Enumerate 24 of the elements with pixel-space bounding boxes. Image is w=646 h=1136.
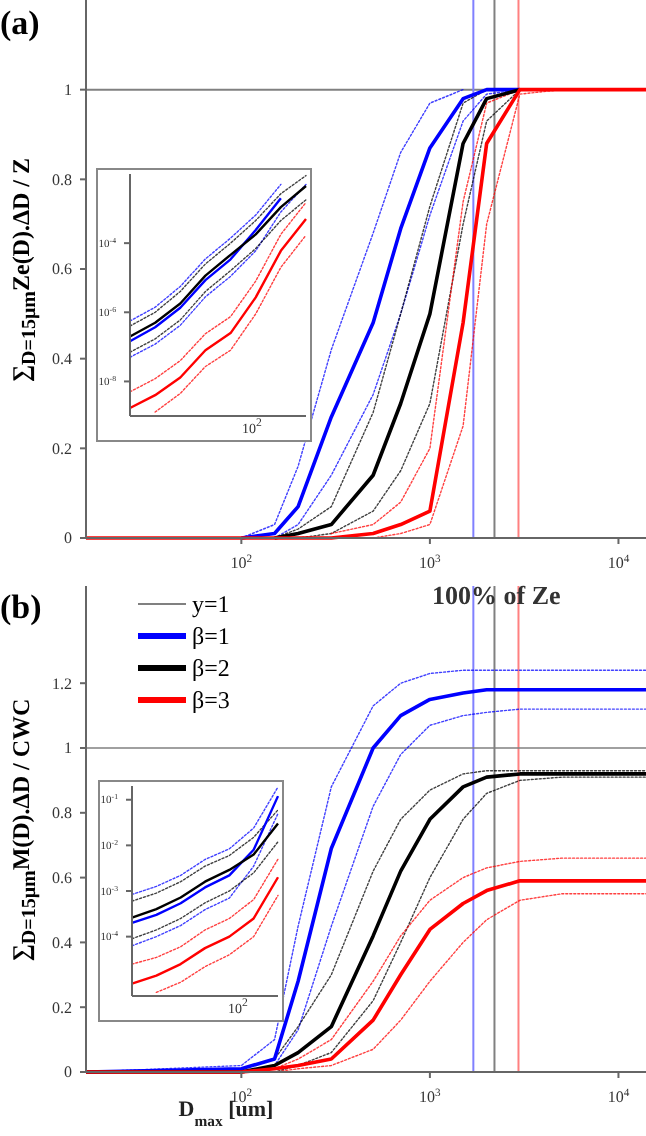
y-tick-label: 0.4 bbox=[52, 350, 72, 368]
x-tick-label: 10$^{4}$ bbox=[607, 554, 630, 572]
y-tick-label: 0.2 bbox=[52, 998, 72, 1017]
y-tick-label: 1 bbox=[64, 81, 72, 99]
legend-label: y=1 bbox=[192, 588, 230, 620]
x-tick-label: 10$^{4}$ bbox=[607, 1088, 630, 1106]
y-tick-label: 0.6 bbox=[52, 260, 72, 279]
x-tick-label: 10$^{3}$ bbox=[419, 554, 442, 572]
y-tick-label: 1.2 bbox=[52, 674, 72, 693]
legend-label: β=2 bbox=[192, 652, 230, 684]
y-tick-label: 1 bbox=[64, 739, 72, 758]
x-tick-label: 10$^{3}$ bbox=[419, 1088, 442, 1106]
legend-label: β=3 bbox=[192, 684, 230, 716]
chart-title: (b) bbox=[0, 588, 42, 628]
y-tick-label: 0.8 bbox=[52, 804, 72, 823]
y-tick-label: 0 bbox=[64, 529, 72, 548]
legend-label: β=1 bbox=[192, 620, 230, 652]
y-tick-label: 0.4 bbox=[52, 933, 72, 952]
chart-title: (a) bbox=[0, 4, 40, 44]
y-tick-label: 0.6 bbox=[52, 868, 72, 887]
y-tick-label: 0.2 bbox=[52, 439, 72, 458]
y-tick-label: 0 bbox=[64, 1063, 72, 1082]
x-tick-label: 10$^{2}$ bbox=[230, 554, 253, 572]
y-tick-label: 0.8 bbox=[52, 170, 72, 189]
